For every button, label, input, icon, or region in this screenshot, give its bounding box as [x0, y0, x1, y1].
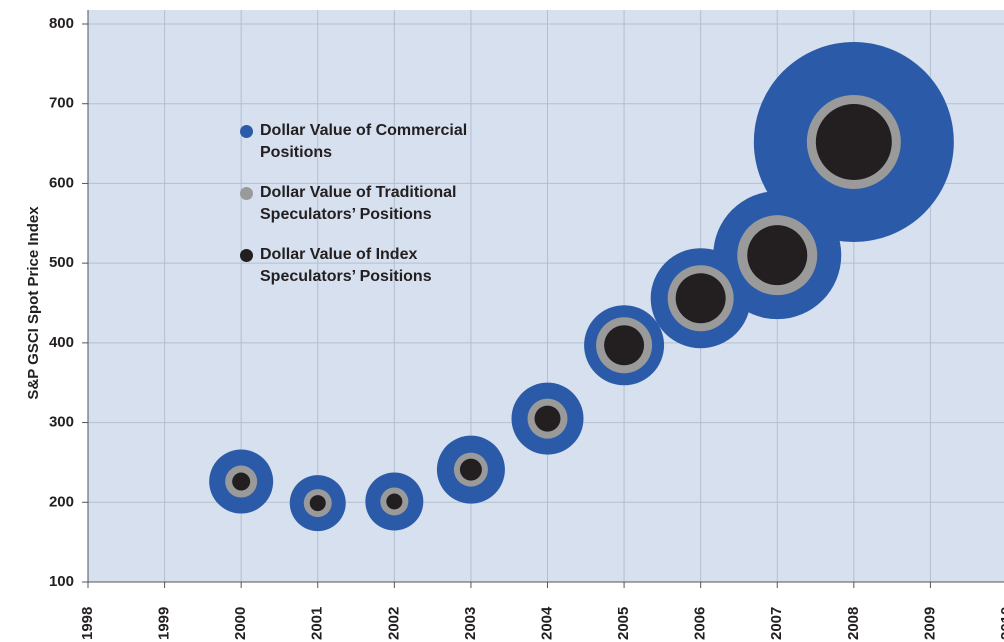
bubble [747, 225, 808, 286]
x-tick-label: 2009 [921, 607, 938, 640]
x-tick-label: 1998 [79, 607, 96, 640]
y-tick-label: 200 [49, 493, 74, 510]
legend-swatch [240, 125, 253, 138]
legend-item: Dollar Value of Traditional Speculators’… [240, 182, 510, 226]
legend-item: Dollar Value of Index Speculators’ Posit… [240, 244, 510, 288]
x-tick-label: 2002 [385, 607, 402, 640]
y-tick-label: 100 [49, 573, 74, 590]
y-axis-label: S&P GSCI Spot Price Index [25, 206, 42, 400]
bubble [459, 458, 482, 481]
legend: Dollar Value of Commercial Positions Doll… [240, 120, 510, 306]
bubble [386, 493, 403, 510]
legend-item: Dollar Value of Commercial Positions [240, 120, 510, 164]
y-tick-label: 500 [49, 254, 74, 271]
y-tick-label: 400 [49, 334, 74, 351]
bubble [534, 405, 561, 432]
x-tick-label: 2004 [538, 606, 555, 640]
bubble [232, 472, 251, 491]
bubble [675, 273, 726, 324]
x-tick-label: 2010 [998, 607, 1004, 640]
x-tick-label: 2007 [768, 607, 785, 640]
x-tick-label: 2000 [232, 607, 249, 640]
x-tick-label: 1999 [156, 607, 173, 640]
x-tick-label: 2008 [845, 607, 862, 640]
legend-label: Dollar Value of Index Speculators’ Posit… [260, 246, 432, 285]
legend-swatch [240, 187, 253, 200]
y-tick-label: 300 [49, 414, 74, 431]
y-tick-label: 800 [49, 15, 74, 32]
legend-label: Dollar Value of Commercial Positions [260, 122, 468, 161]
legend-label: Dollar Value of Traditional Speculators’… [260, 184, 457, 223]
y-tick-label: 600 [49, 174, 74, 191]
x-tick-label: 2003 [462, 607, 479, 640]
bubble [309, 495, 326, 512]
bubble [815, 103, 892, 180]
bubble [604, 325, 645, 366]
x-tick-label: 2005 [615, 607, 632, 640]
x-tick-label: 2001 [309, 607, 326, 640]
legend-swatch [240, 249, 253, 262]
y-tick-label: 700 [49, 95, 74, 112]
x-tick-label: 2006 [692, 607, 709, 640]
